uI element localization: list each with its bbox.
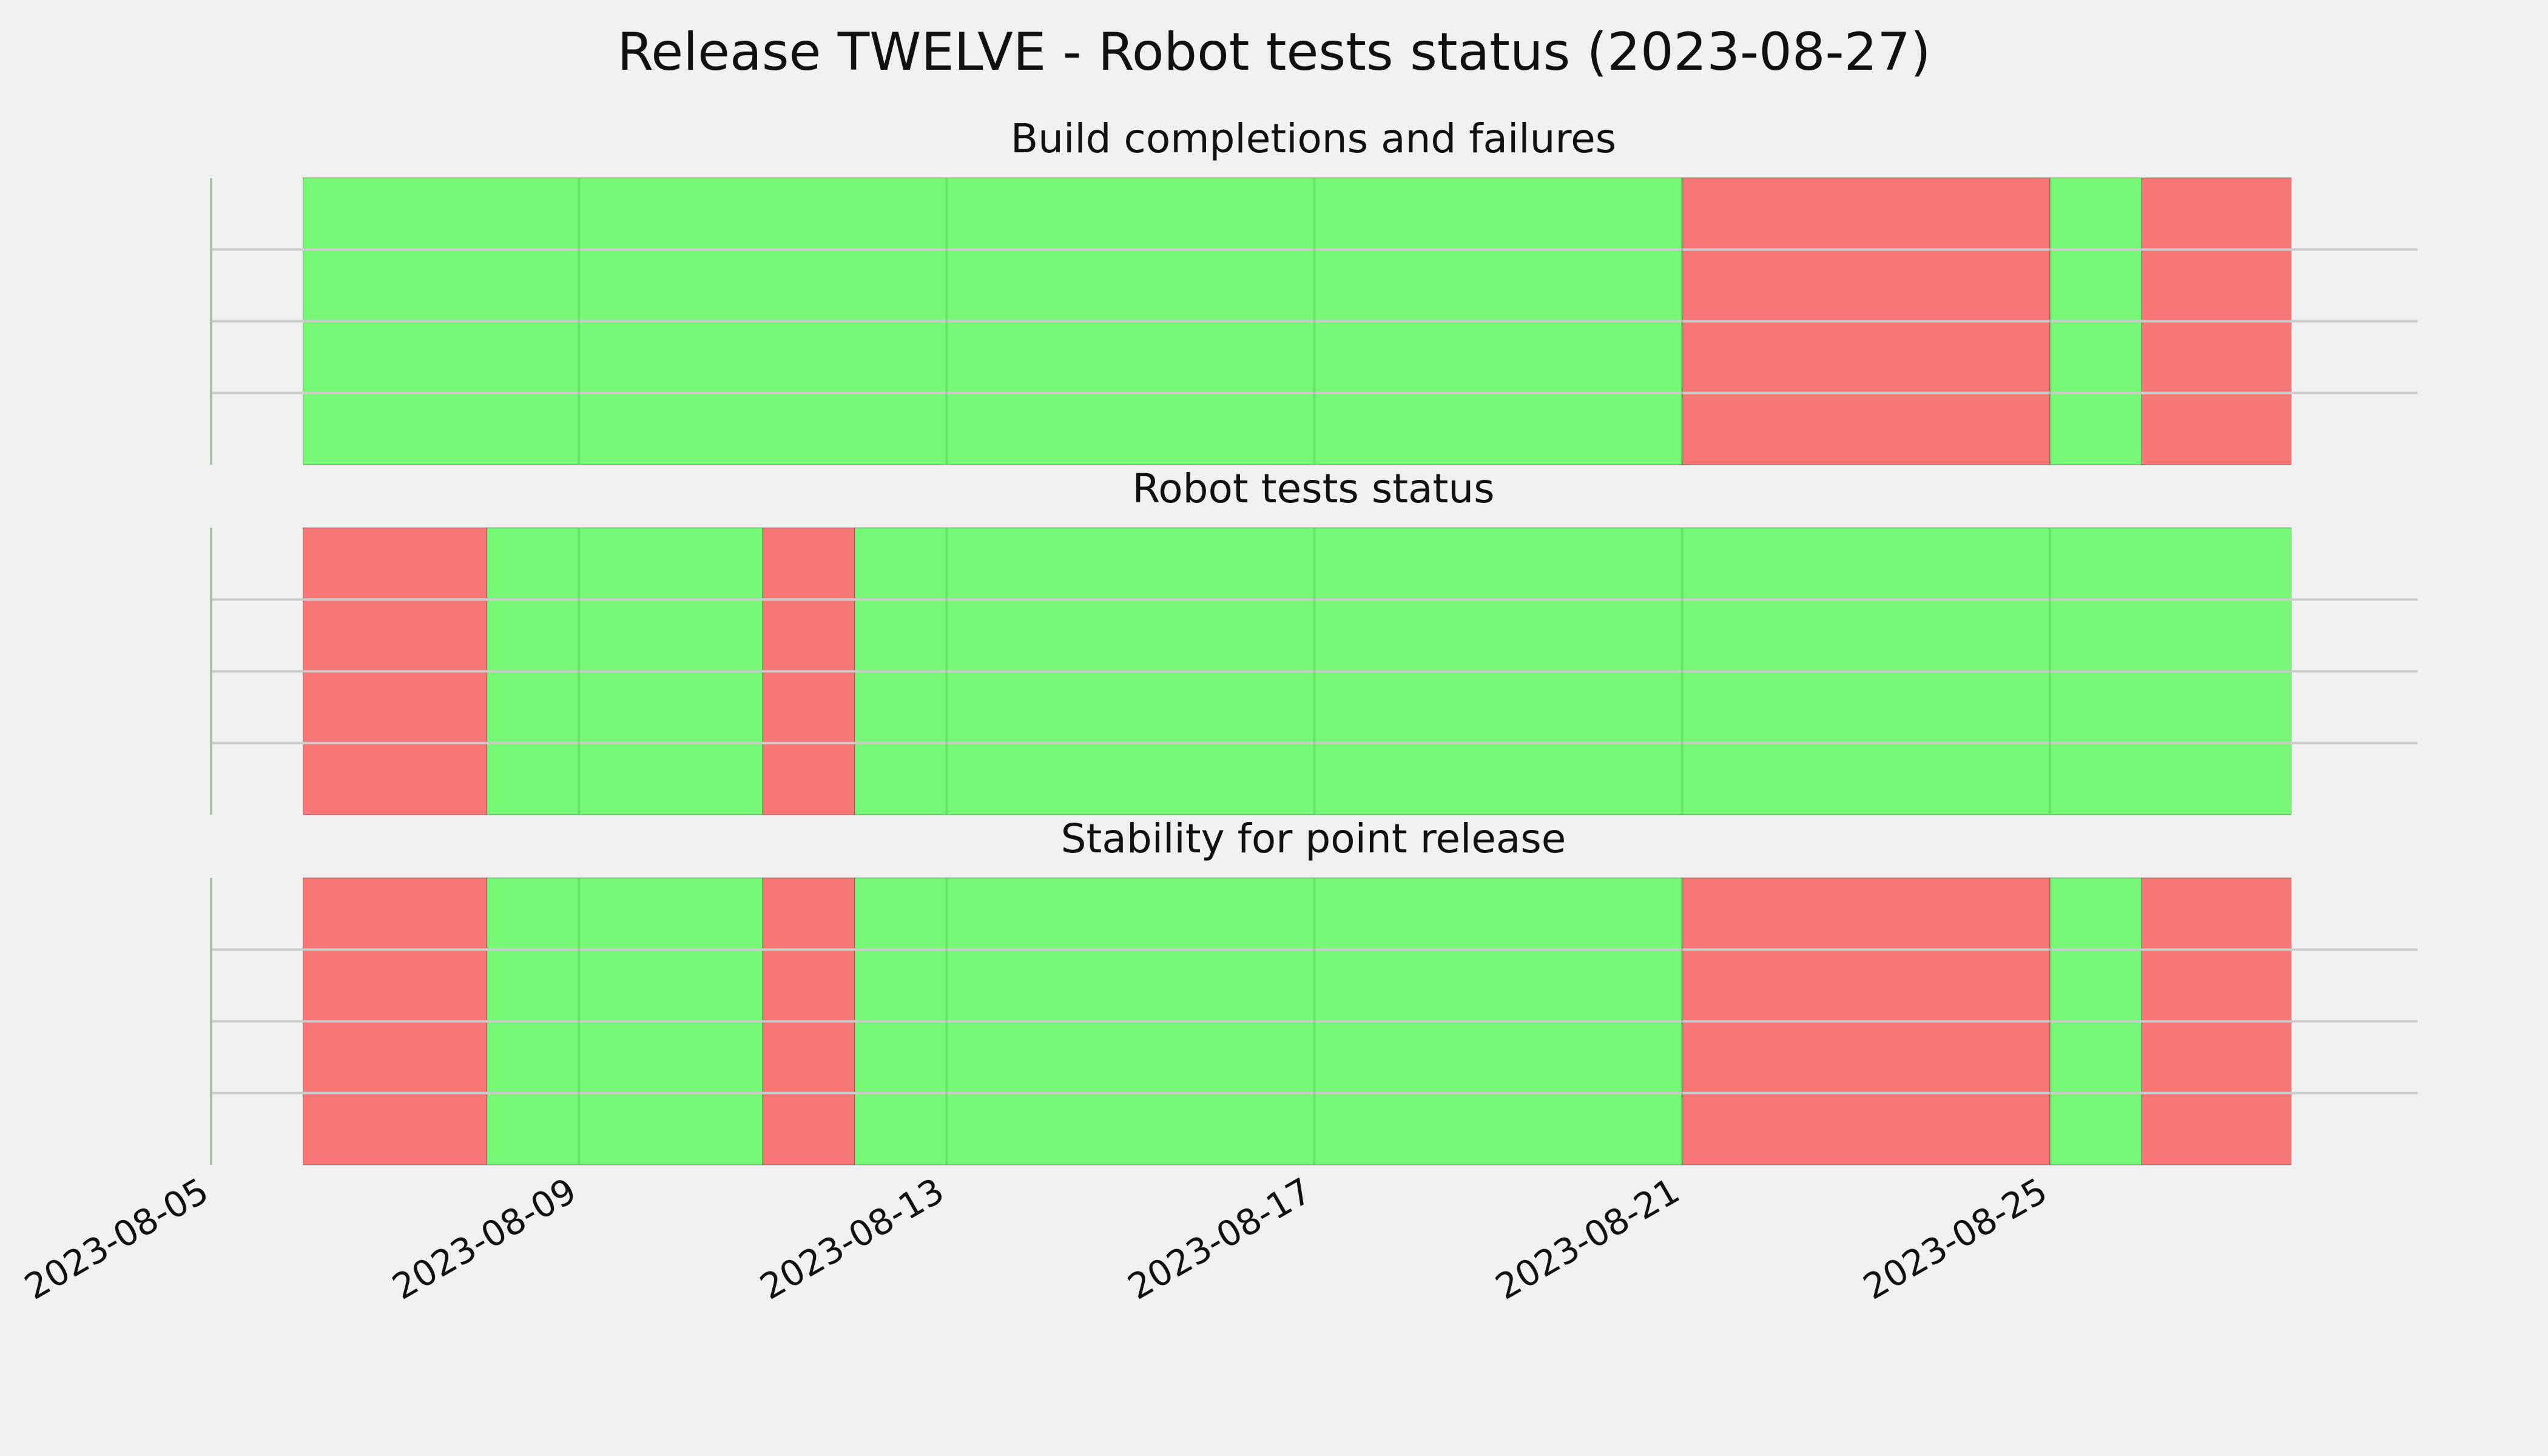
- x-tick-label: 2023-08-21: [1489, 1170, 1687, 1307]
- x-tick-label: 2023-08-05: [18, 1170, 215, 1307]
- x-tick-label: 2023-08-25: [1856, 1170, 2054, 1307]
- panel-subtitle: Robot tests status: [1132, 465, 1494, 512]
- panel-subtitle: Stability for point release: [1061, 815, 1566, 862]
- chart-title: Release TWELVE - Robot tests status (202…: [617, 22, 1930, 83]
- x-tick-label: 2023-08-09: [385, 1170, 583, 1307]
- x-tick-label: 2023-08-13: [753, 1170, 951, 1307]
- panel-3: Stability for point release: [210, 815, 2418, 1165]
- panel-1: Build completions and failures: [210, 115, 2418, 465]
- x-tick-label: 2023-08-17: [1121, 1170, 1319, 1307]
- panel-2: Robot tests status: [210, 465, 2418, 815]
- panel-subtitle: Build completions and failures: [1011, 115, 1616, 162]
- x-axis: 2023-08-05 2023-08-09 2023-08-13 2023-08-17…: [18, 1170, 2054, 1307]
